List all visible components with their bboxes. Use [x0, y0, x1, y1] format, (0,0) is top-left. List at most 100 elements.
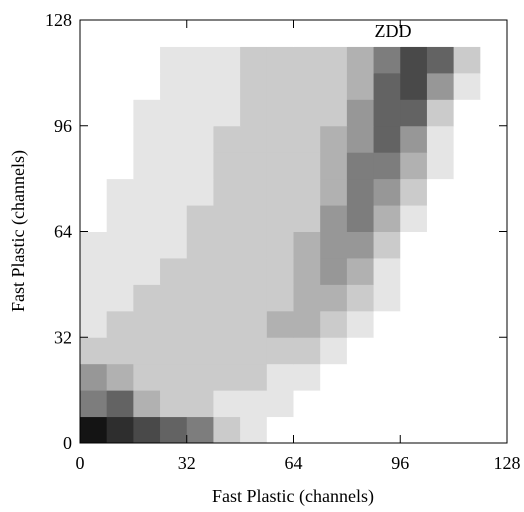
heatmap-cell: [453, 205, 481, 232]
heatmap-cell: [426, 99, 455, 127]
heatmap-cell: [426, 152, 455, 180]
heatmap-cell: [106, 205, 134, 232]
heatmap-cell: [346, 99, 375, 127]
heatmap-cell: [80, 310, 108, 338]
heatmap-cell: [240, 178, 268, 206]
heatmap-cell: [320, 152, 348, 180]
x-tick-label: 128: [494, 453, 521, 473]
heatmap-cell: [373, 125, 401, 153]
heatmap-cell: [106, 284, 134, 312]
heatmap-cell: [373, 178, 401, 206]
heatmap-cell: [373, 310, 401, 338]
heatmap-cell: [80, 205, 108, 232]
heatmap-cell: [186, 231, 214, 259]
heatmap-cell: [106, 363, 134, 391]
heatmap-cell: [400, 72, 428, 100]
heatmap-cell: [213, 125, 241, 153]
heatmap-cell: [133, 310, 161, 338]
heatmap-cell: [373, 416, 401, 444]
heatmap-cell: [426, 390, 455, 418]
heatmap-cell: [293, 257, 321, 285]
heatmap-cell: [160, 46, 188, 74]
heatmap-cell: [346, 416, 375, 444]
heatmap-cell: [293, 72, 321, 100]
y-axis-label: Fast Plastic (channels): [8, 150, 29, 312]
heatmap-cell: [453, 178, 481, 206]
heatmap-cell: [293, 416, 321, 444]
heatmap-cell: [213, 284, 241, 312]
heatmap-cell: [400, 416, 428, 444]
heatmap-cell: [346, 284, 375, 312]
heatmap-cell: [346, 390, 375, 418]
heatmap-cell: [266, 337, 294, 365]
heatmap-cell: [133, 390, 161, 418]
heatmap-cell: [106, 125, 134, 153]
heatmap-cell: [133, 337, 161, 365]
heatmap-cell: [240, 20, 268, 47]
heatmap-cell: [293, 125, 321, 153]
heatmap-cell: [293, 284, 321, 312]
heatmap-cell: [480, 390, 508, 418]
heatmap-cell: [480, 46, 508, 74]
heatmap-cell: [133, 205, 161, 232]
heatmap-cell: [453, 284, 481, 312]
heatmap-cell: [373, 337, 401, 365]
heatmap-cell: [480, 257, 508, 285]
heatmap-cell: [400, 337, 428, 365]
heatmap-cell: [400, 152, 428, 180]
heatmap-cell: [186, 125, 214, 153]
heatmap-cell: [213, 20, 241, 47]
heatmap-cell: [400, 284, 428, 312]
heatmap-cell: [160, 416, 188, 444]
heatmap-cell: [106, 310, 134, 338]
heatmap-cell: [426, 125, 455, 153]
heatmap-cell: [133, 20, 161, 47]
heatmap-cell: [80, 363, 108, 391]
heatmap-cell: [213, 390, 241, 418]
heatmap-cell: [80, 337, 108, 365]
heatmap-cell: [266, 205, 294, 232]
heatmap-cell: [453, 46, 481, 74]
heatmap-cell: [293, 231, 321, 259]
heatmap-cell: [80, 99, 108, 127]
heatmap-cell: [186, 416, 214, 444]
heatmap-cell: [320, 231, 348, 259]
heatmap-cell: [453, 257, 481, 285]
heatmap-cell: [133, 99, 161, 127]
y-tick-label: 96: [54, 116, 72, 136]
heatmap-cell: [426, 257, 455, 285]
heatmap-cell: [160, 257, 188, 285]
heatmap-cell: [266, 99, 294, 127]
heatmap-cell: [160, 205, 188, 232]
heatmap-cell: [80, 152, 108, 180]
heatmap-cell: [160, 125, 188, 153]
y-tick-label: 32: [54, 327, 72, 347]
heatmap-cell: [426, 46, 455, 74]
heatmap-cell: [133, 152, 161, 180]
heatmap-cell: [240, 257, 268, 285]
heatmap-cell: [346, 152, 375, 180]
heatmap-cell: [160, 72, 188, 100]
heatmap-cell: [213, 152, 241, 180]
heatmap-cell: [240, 231, 268, 259]
heatmap-cell: [133, 257, 161, 285]
heatmap-cell: [266, 231, 294, 259]
heatmap-cell: [240, 284, 268, 312]
heatmap-cell: [106, 337, 134, 365]
heatmap-cell: [133, 178, 161, 206]
heatmap-cell: [186, 284, 214, 312]
heatmap-cell: [80, 46, 108, 74]
heatmap-cell: [480, 20, 508, 47]
heatmap-cell: [293, 178, 321, 206]
heatmap-cell: [480, 416, 508, 444]
heatmap-cell: [266, 20, 294, 47]
heatmap-cell: [400, 99, 428, 127]
heatmap-cell: [106, 152, 134, 180]
heatmap-cell: [213, 363, 241, 391]
heatmap-cell: [320, 284, 348, 312]
heatmap-cell: [186, 99, 214, 127]
heatmap-cell: [426, 310, 455, 338]
heatmap-cell: [453, 152, 481, 180]
heatmap-cell: [293, 205, 321, 232]
heatmap-cell: [213, 416, 241, 444]
